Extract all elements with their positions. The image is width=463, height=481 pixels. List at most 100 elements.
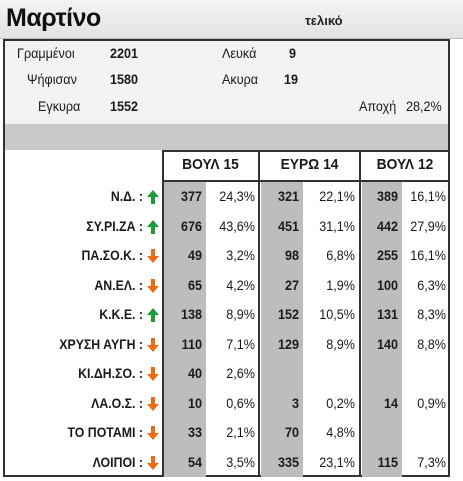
percent-cell: 23,1% xyxy=(319,453,355,470)
place-title: Μαρτίνο xyxy=(6,4,101,32)
party-name: ΠΑ.ΣΟ.Κ. : xyxy=(81,247,143,263)
header-bar: Μαρτίνο τελικό xyxy=(0,0,463,39)
col-divider-2 xyxy=(359,150,361,477)
separator-band xyxy=(5,124,448,150)
blank-label: Λευκά xyxy=(222,45,257,61)
percent-cell: 10,5% xyxy=(319,306,355,322)
arrow-down-icon xyxy=(147,396,159,411)
votes-cell: 54 xyxy=(187,453,202,470)
votes-cell: 65 xyxy=(187,276,202,293)
arrow-down-icon xyxy=(147,426,159,440)
percent-cell: 4,8% xyxy=(326,424,355,440)
votes-cell: 40 xyxy=(187,365,202,381)
party-name: ΛΑ.Ο.Σ. : xyxy=(91,394,143,411)
votes-cell: 27 xyxy=(284,276,299,293)
percent-cell: 4,2% xyxy=(226,276,255,293)
column-header-vouli-12: ΒΟΥΛ 12 xyxy=(376,156,434,173)
votes-cell: 131 xyxy=(376,306,398,322)
percent-cell: 0,6% xyxy=(226,394,255,411)
percent-cell: 22,1% xyxy=(319,188,355,204)
valid-label: Εγκυρα xyxy=(38,98,81,114)
percent-cell: 0,2% xyxy=(326,394,355,411)
arrow-up-icon xyxy=(147,219,159,234)
votes-cell: 129 xyxy=(277,335,299,352)
votes-cell: 49 xyxy=(187,247,202,263)
abstention-value: 28,2% xyxy=(406,98,442,114)
party-name: Ν.Δ. : xyxy=(110,188,143,204)
votes-cell: 152 xyxy=(277,306,299,322)
votes-cell: 115 xyxy=(377,453,398,470)
invalid-value: 19 xyxy=(284,71,299,87)
percent-cell: 3,2% xyxy=(226,247,255,263)
votes-cell: 33 xyxy=(187,424,202,440)
turnout-summary: Γραμμένοι 2201 Ψήφισαν 1580 Εγκυρα 1552 … xyxy=(5,41,448,124)
votes-cell: 335 xyxy=(277,453,299,470)
col-shade-1 xyxy=(164,182,206,477)
votes-cell: 321 xyxy=(277,188,299,204)
party-name: ΚΙ.ΔΗ.ΣΟ. : xyxy=(78,365,143,381)
percent-cell: 16,1% xyxy=(410,247,446,263)
percent-cell: 1,9% xyxy=(326,276,355,293)
arrow-down-icon xyxy=(147,455,159,470)
invalid-label: Ακυρα xyxy=(222,71,259,87)
votes-cell: 98 xyxy=(284,247,299,263)
blank-value: 9 xyxy=(289,45,297,61)
votes-cell: 255 xyxy=(376,247,398,263)
col-divider-1 xyxy=(258,150,260,477)
percent-cell: 8,3% xyxy=(417,306,446,322)
arrow-down-icon xyxy=(147,337,159,352)
party-name: ΣΥ.ΡΙ.ΖΑ : xyxy=(86,217,143,234)
votes-cell: 14 xyxy=(383,394,398,411)
percent-cell: 2,6% xyxy=(226,365,255,381)
percent-cell: 8,8% xyxy=(417,335,446,352)
votes-cell: 676 xyxy=(180,217,202,234)
party-name: ΤΟ ΠΟΤΑΜΙ : xyxy=(67,424,143,440)
arrow-down-icon xyxy=(147,367,159,381)
party-name: ΛΟΙΠΟΙ : xyxy=(92,453,143,470)
votes-cell: 442 xyxy=(376,217,398,234)
col-shade-2 xyxy=(261,182,303,477)
percent-cell: 7,3% xyxy=(417,453,446,470)
abstention-label: Αποχή xyxy=(359,98,397,114)
party-name: ΑΝ.ΕΛ. : xyxy=(94,276,143,293)
arrow-up-icon xyxy=(147,308,159,322)
percent-cell: 6,3% xyxy=(417,276,446,293)
col-shade-3 xyxy=(362,182,402,477)
percent-cell: 6,8% xyxy=(326,247,355,263)
votes-cell: 100 xyxy=(376,276,398,293)
votes-cell: 110 xyxy=(181,335,202,352)
votes-cell: 138 xyxy=(180,306,202,322)
votes-cell: 377 xyxy=(180,188,202,204)
votes-cell: 70 xyxy=(284,424,299,440)
percent-cell: 2,1% xyxy=(226,424,255,440)
arrow-down-icon xyxy=(147,249,159,263)
column-header-vouli-15: ΒΟΥΛ 15 xyxy=(182,156,239,173)
votes-cell: 10 xyxy=(187,394,202,411)
percent-cell: 8,9% xyxy=(226,306,255,322)
registered-label: Γραμμένοι xyxy=(17,45,75,61)
valid-value: 1552 xyxy=(110,98,139,114)
arrow-down-icon xyxy=(147,278,159,293)
percent-cell: 27,9% xyxy=(410,217,446,234)
voted-label: Ψήφισαν xyxy=(27,71,77,87)
header-top-line xyxy=(162,150,448,152)
result-status: τελικό xyxy=(305,13,343,28)
votes-cell: 3 xyxy=(291,394,299,411)
party-name: Κ.Κ.Ε. : xyxy=(99,306,143,322)
percent-cell: 16,1% xyxy=(410,188,446,204)
votes-cell: 140 xyxy=(376,335,398,352)
percent-cell: 24,3% xyxy=(219,188,255,204)
registered-value: 2201 xyxy=(110,45,139,61)
percent-cell: 31,1% xyxy=(319,217,355,234)
party-name: ΧΡΥΣΗ ΑΥΓΗ : xyxy=(59,335,143,352)
percent-cell: 3,5% xyxy=(226,453,255,470)
percent-cell: 8,9% xyxy=(326,335,355,352)
votes-cell: 389 xyxy=(376,188,398,204)
percent-cell: 0,9% xyxy=(417,394,446,411)
percent-cell: 7,1% xyxy=(226,335,255,352)
votes-cell: 451 xyxy=(277,217,299,234)
arrow-up-icon xyxy=(147,190,159,204)
results-table: Γραμμένοι 2201 Ψήφισαν 1580 Εγκυρα 1552 … xyxy=(3,39,450,477)
col-divider-0 xyxy=(162,150,164,477)
percent-cell: 43,6% xyxy=(219,217,255,234)
